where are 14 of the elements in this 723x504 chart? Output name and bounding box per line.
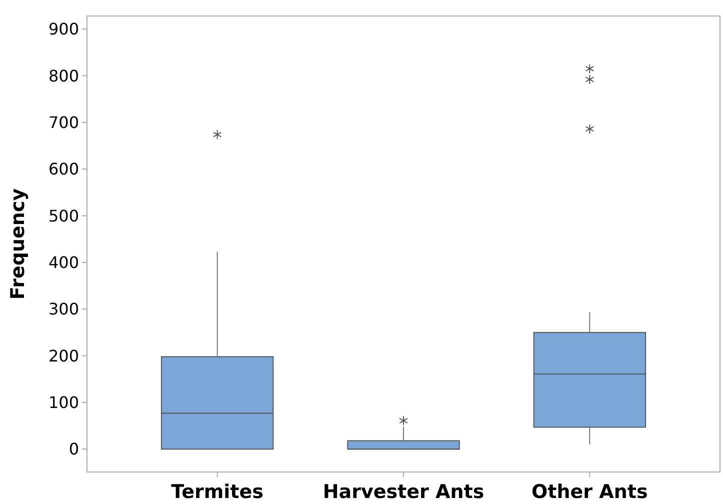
y-axis-title: Frequency — [7, 188, 29, 300]
y-tick-label: 900 — [48, 20, 79, 39]
y-tick-label: 100 — [48, 393, 79, 412]
y-tick-label: 700 — [48, 113, 79, 132]
y-tick-label: 600 — [48, 160, 79, 179]
y-tick-label: 300 — [48, 300, 79, 319]
x-tick-label: Harvester Ants — [322, 481, 484, 503]
y-tick-label: 200 — [48, 346, 79, 366]
y-tick-label: 500 — [48, 206, 79, 226]
x-tick-label: Other Ants — [532, 481, 648, 503]
y-tick-label: 800 — [48, 66, 79, 86]
y-tick-label: 400 — [48, 253, 79, 272]
x-tick-label: Termites — [171, 481, 264, 503]
y-tick-label: 0 — [68, 440, 79, 459]
